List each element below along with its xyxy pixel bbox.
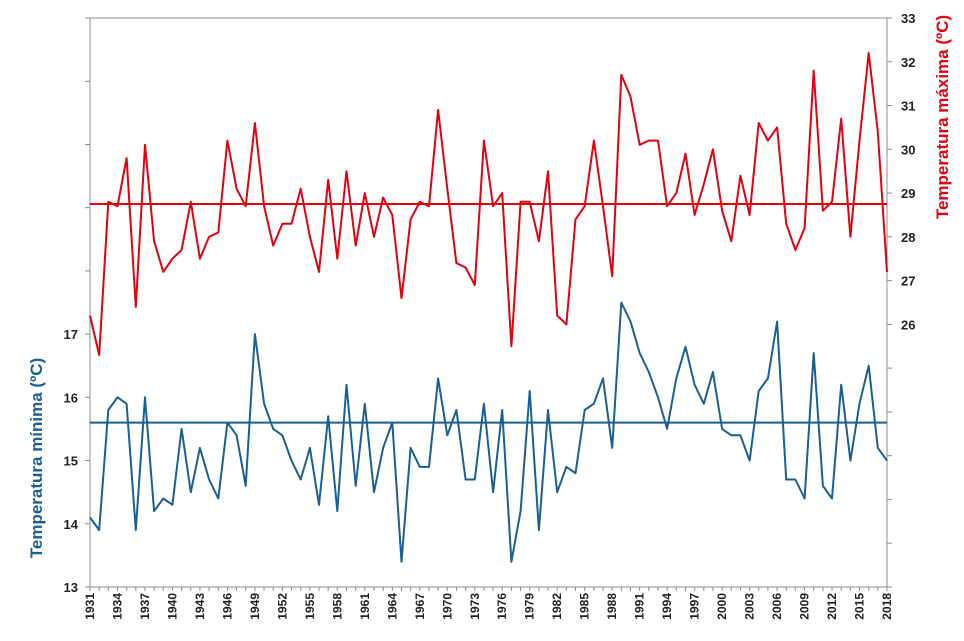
right-tick-label: 27 [901,274,915,289]
x-tick-label: 2000 [715,593,729,620]
right-tick-label: 33 [901,11,915,26]
x-tick-label: 1952 [275,593,289,620]
x-tick-label: 1979 [523,593,537,620]
left-tick-label: 14 [64,517,79,532]
x-tick-label: 1967 [413,593,427,620]
x-tick-label: 2018 [880,593,894,620]
x-tick-label: 2003 [743,593,757,620]
left-tick-label: 16 [64,390,78,405]
left-tick-label: 15 [64,454,78,469]
x-tick-label: 1970 [440,593,454,620]
x-tick-label: 1955 [303,593,317,620]
x-tick-label: 1991 [633,593,647,620]
x-tick-label: 1937 [138,593,152,620]
left-axis-title: Temperatura mínima (ºC) [27,358,46,559]
x-tick-label: 1961 [358,593,372,620]
left-tick-label: 17 [64,327,78,342]
x-tick-label: 1976 [495,593,509,620]
x-tick-label: 1943 [193,593,207,620]
x-tick-label: 1931 [83,593,97,620]
right-tick-label: 31 [901,99,915,114]
x-tick-label: 1988 [605,593,619,620]
plot-area-layer [85,17,892,591]
x-axis-labels-layer: 1931 1934 1937 1940 1943 1946 1949 1952 1955 1958… [83,593,894,620]
x-tick-label: 1964 [385,593,399,620]
right-tick-label: 28 [901,230,915,245]
right-axis-title: Temperatura máxima (ºC) [933,15,952,219]
x-tick-label: 2006 [770,593,784,620]
min-temperature-line [89,301,888,563]
x-tick-label: 1994 [660,593,674,620]
plot-frame [89,17,888,588]
right-tick-label: 30 [901,142,915,157]
x-tick-label: 1940 [165,593,179,620]
x-tick-label: 2009 [798,593,812,620]
right-tick-label: 29 [901,186,915,201]
x-tick-label: 1985 [578,593,592,620]
x-tick-label: 1934 [110,593,124,620]
max-temperature-line [89,52,888,356]
x-tick-label: 2012 [825,593,839,620]
x-tick-label: 2015 [853,593,867,620]
left-tick-label: 13 [64,580,78,595]
x-tick-label: 1973 [468,593,482,620]
y-axis-labels-layer: 13 14 15 16 17 26 27 28 29 30 31 32 33 [64,11,916,595]
right-tick-label: 32 [901,55,915,70]
x-tick-label: 1949 [248,593,262,620]
x-tick-label: 1997 [688,593,702,620]
x-tick-label: 1946 [220,593,234,620]
x-tick-label: 1982 [550,593,564,620]
right-tick-label: 26 [901,317,915,332]
x-tick-label: 1958 [330,593,344,620]
series-layer [89,52,888,563]
